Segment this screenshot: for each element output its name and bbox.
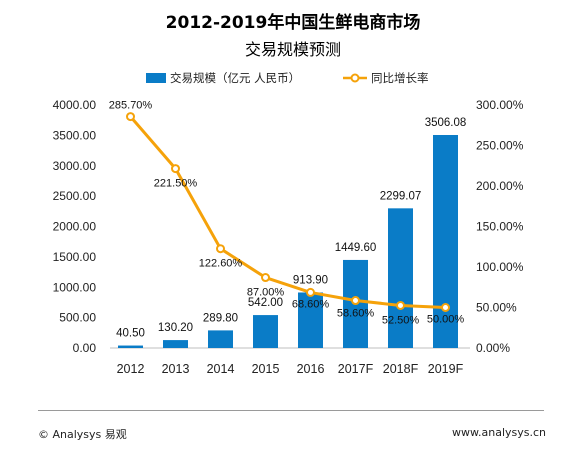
y-right-tick-label: 200.00% — [476, 179, 524, 193]
chart-subtitle: 交易规模预测 — [244, 40, 341, 59]
growth-value-label: 122.60% — [199, 258, 243, 270]
y-left-tick-label: 1000.00 — [53, 280, 97, 294]
bar-value-label: 1449.60 — [335, 242, 377, 254]
y-right-tick-label: 0.00% — [476, 341, 510, 355]
bar-series — [118, 135, 458, 348]
x-tick-label: 2013 — [162, 362, 190, 376]
y-left-tick-label: 500.00 — [59, 311, 96, 325]
x-tick-label: 2016 — [297, 362, 325, 376]
footer-divider — [38, 410, 544, 411]
growth-value-label: 87.00% — [247, 287, 285, 299]
growth-line — [129, 115, 446, 309]
y-right-tick-label: 100.00% — [476, 260, 524, 274]
legend-line-label: 同比增长率 — [371, 71, 429, 85]
bar-value-label: 913.90 — [293, 274, 328, 286]
y-right-tick-label: 50.00% — [476, 301, 517, 315]
line-point — [261, 273, 270, 283]
y-right-tick-label: 250.00% — [476, 139, 524, 153]
bar-value-label: 130.20 — [158, 322, 193, 334]
y-right-tick-label: 150.00% — [476, 220, 524, 234]
growth-value-label: 221.50% — [154, 178, 198, 190]
x-tick-label: 2012 — [117, 362, 145, 376]
line-point — [171, 164, 180, 174]
x-tick-label: 2014 — [207, 362, 235, 376]
bar-value-label: 289.80 — [203, 312, 238, 324]
bar — [208, 330, 233, 348]
legend-bar-swatch — [146, 73, 166, 83]
growth-value-label: 52.50% — [382, 314, 420, 326]
x-tick-label: 2015 — [252, 362, 280, 376]
legend-bar-label: 交易规模（亿元 人民币） — [170, 71, 300, 85]
bar — [298, 292, 323, 348]
bar — [433, 135, 458, 348]
y-left-tick-label: 3500.00 — [53, 128, 97, 142]
bar-value-label: 542.00 — [248, 297, 283, 309]
y-right-tick-label: 300.00% — [476, 98, 524, 112]
chart-title: 2012-2019年中国生鲜电商市场 — [165, 13, 421, 33]
line-point — [396, 300, 405, 310]
x-tick-label: 2018F — [383, 362, 419, 376]
y-left-tick-label: 4000.00 — [53, 98, 97, 112]
bar-value-label: 2299.07 — [380, 190, 422, 202]
footer-copyright: © Analysys 易观 — [38, 428, 127, 441]
line-series — [126, 112, 450, 312]
data-labels: 40.50 130.20 289.80 542.00 913.90 1449.60 2299… — [109, 100, 467, 340]
line-point — [126, 112, 135, 122]
y-left-tick-label: 2500.00 — [53, 189, 97, 203]
line-point — [216, 244, 225, 254]
growth-value-label: 285.70% — [109, 100, 153, 112]
legend-line-marker — [350, 73, 360, 83]
bar-value-label: 40.50 — [116, 328, 145, 340]
legend: 交易规模（亿元 人民币） 同比增长率 — [146, 71, 429, 85]
line-point — [351, 296, 360, 306]
bar — [118, 345, 143, 348]
line-point — [441, 303, 450, 312]
growth-value-label: 68.60% — [292, 298, 330, 310]
line-point — [306, 287, 315, 297]
footer-url[interactable]: www.analysys.cn — [452, 426, 546, 439]
x-tick-label: 2017F — [338, 362, 374, 376]
bar — [253, 315, 278, 348]
y-left-tick-label: 3000.00 — [53, 159, 97, 173]
bar — [388, 208, 413, 348]
bar — [163, 340, 188, 348]
x-tick-label: 2019F — [428, 362, 464, 376]
y-left-tick-label: 2000.00 — [53, 220, 97, 234]
growth-value-label: 58.60% — [337, 308, 375, 320]
growth-value-label: 50.00% — [427, 314, 465, 326]
bar-value-label: 3506.08 — [425, 117, 467, 129]
y-left-tick-label: 1500.00 — [53, 250, 97, 264]
y-left-tick-label: 0.00 — [73, 341, 97, 355]
